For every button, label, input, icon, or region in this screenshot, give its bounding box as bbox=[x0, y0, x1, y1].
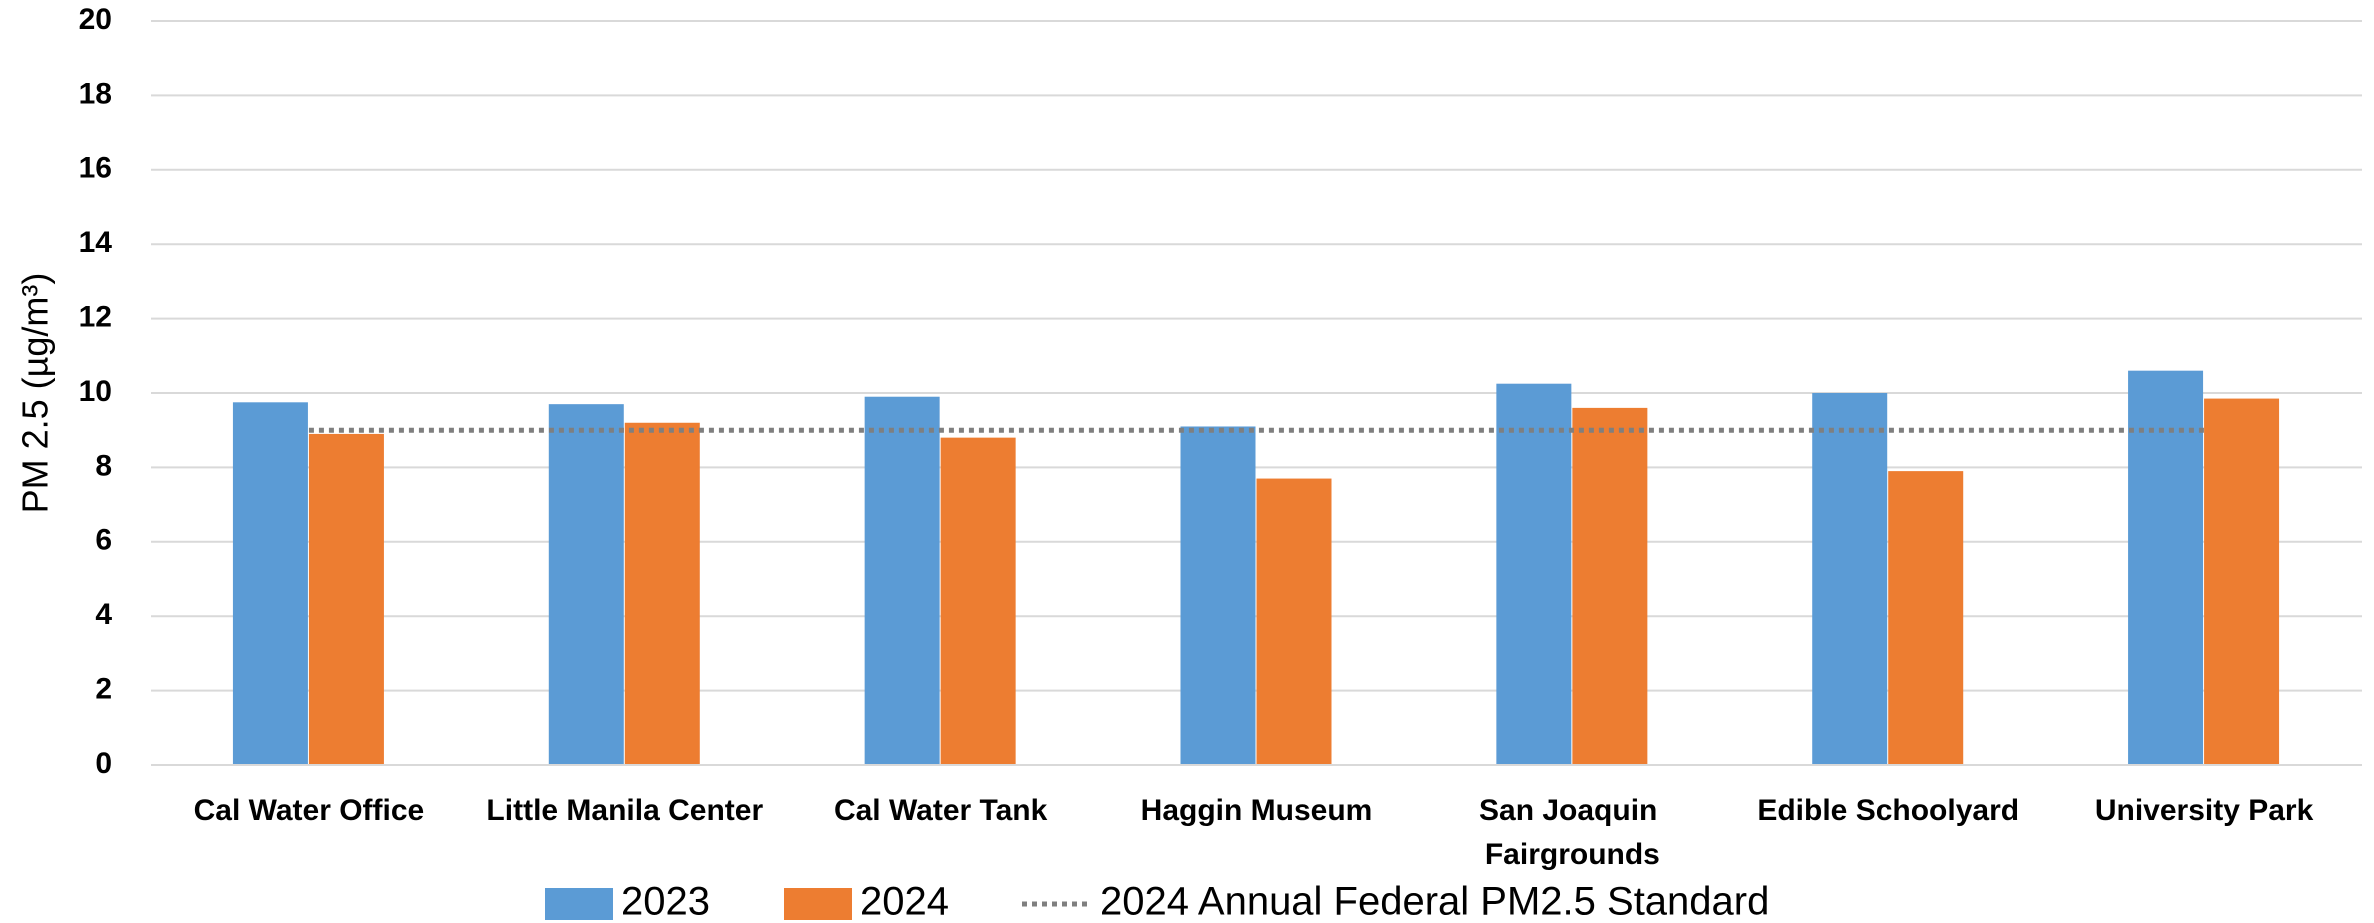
x-tick-label: San Joaquin Fairgrounds bbox=[1479, 794, 1666, 871]
y-tick-label: 2 bbox=[95, 673, 112, 706]
bar bbox=[1572, 407, 1648, 765]
x-tick-label: Cal Water Tank bbox=[834, 794, 1048, 827]
x-tick-label: Cal Water Office bbox=[194, 794, 425, 827]
x-tick-label: Haggin Museum bbox=[1141, 794, 1373, 827]
x-tick-label: Edible Schoolyard bbox=[1757, 794, 2019, 827]
y-tick-label: 4 bbox=[95, 598, 112, 631]
y-tick-label: 0 bbox=[95, 747, 112, 780]
y-tick-label: 16 bbox=[79, 152, 112, 185]
bar bbox=[1256, 478, 1332, 765]
bar bbox=[1812, 393, 1888, 765]
legend-swatch bbox=[545, 888, 613, 920]
legend-label: 2023 bbox=[621, 880, 710, 923]
y-tick-label: 8 bbox=[95, 449, 112, 482]
legend-label: 2024 bbox=[860, 880, 949, 923]
y-tick-label: 12 bbox=[79, 301, 112, 334]
y-axis-title: PM 2.5 (µg/m³) bbox=[15, 273, 56, 514]
bar bbox=[232, 402, 308, 765]
bar bbox=[308, 433, 384, 765]
bar bbox=[864, 396, 940, 765]
y-tick-label: 10 bbox=[79, 375, 112, 408]
bar bbox=[2128, 370, 2204, 765]
y-tick-label: 20 bbox=[79, 3, 112, 36]
legend-swatch bbox=[784, 888, 852, 920]
y-tick-label: 18 bbox=[79, 77, 112, 110]
bar bbox=[1180, 426, 1256, 765]
x-tick-label: Little Manila Center bbox=[486, 794, 763, 827]
bar bbox=[624, 422, 700, 765]
bar bbox=[1888, 471, 1964, 765]
legend-label: 2024 Annual Federal PM2.5 Standard bbox=[1100, 880, 1769, 923]
x-tick-label: University Park bbox=[2095, 794, 2314, 827]
bar bbox=[940, 437, 1016, 765]
bar bbox=[2204, 398, 2280, 765]
bar bbox=[548, 404, 624, 765]
y-tick-label: 14 bbox=[79, 226, 113, 259]
y-tick-label: 6 bbox=[95, 524, 112, 557]
bar bbox=[1496, 383, 1572, 765]
